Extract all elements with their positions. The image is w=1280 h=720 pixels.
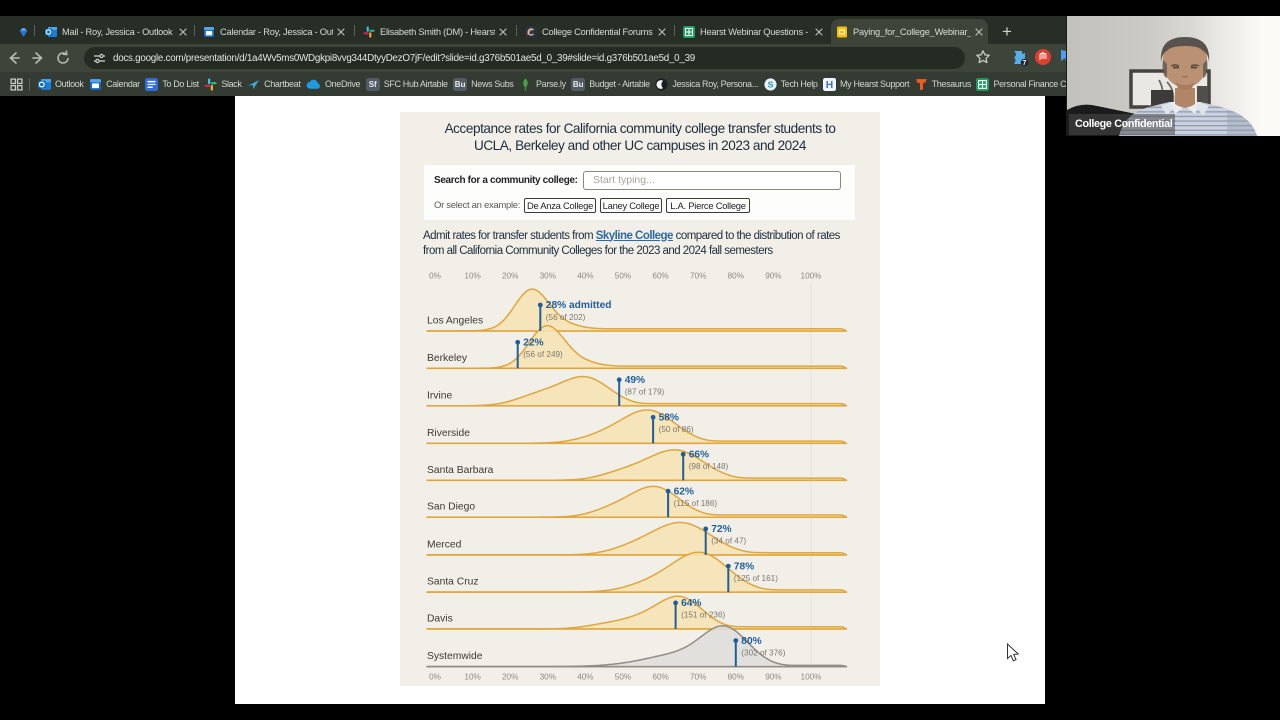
svg-text:S: S [767,79,773,89]
svg-text:H: H [826,80,833,91]
svg-text:7: 7 [1023,60,1027,67]
